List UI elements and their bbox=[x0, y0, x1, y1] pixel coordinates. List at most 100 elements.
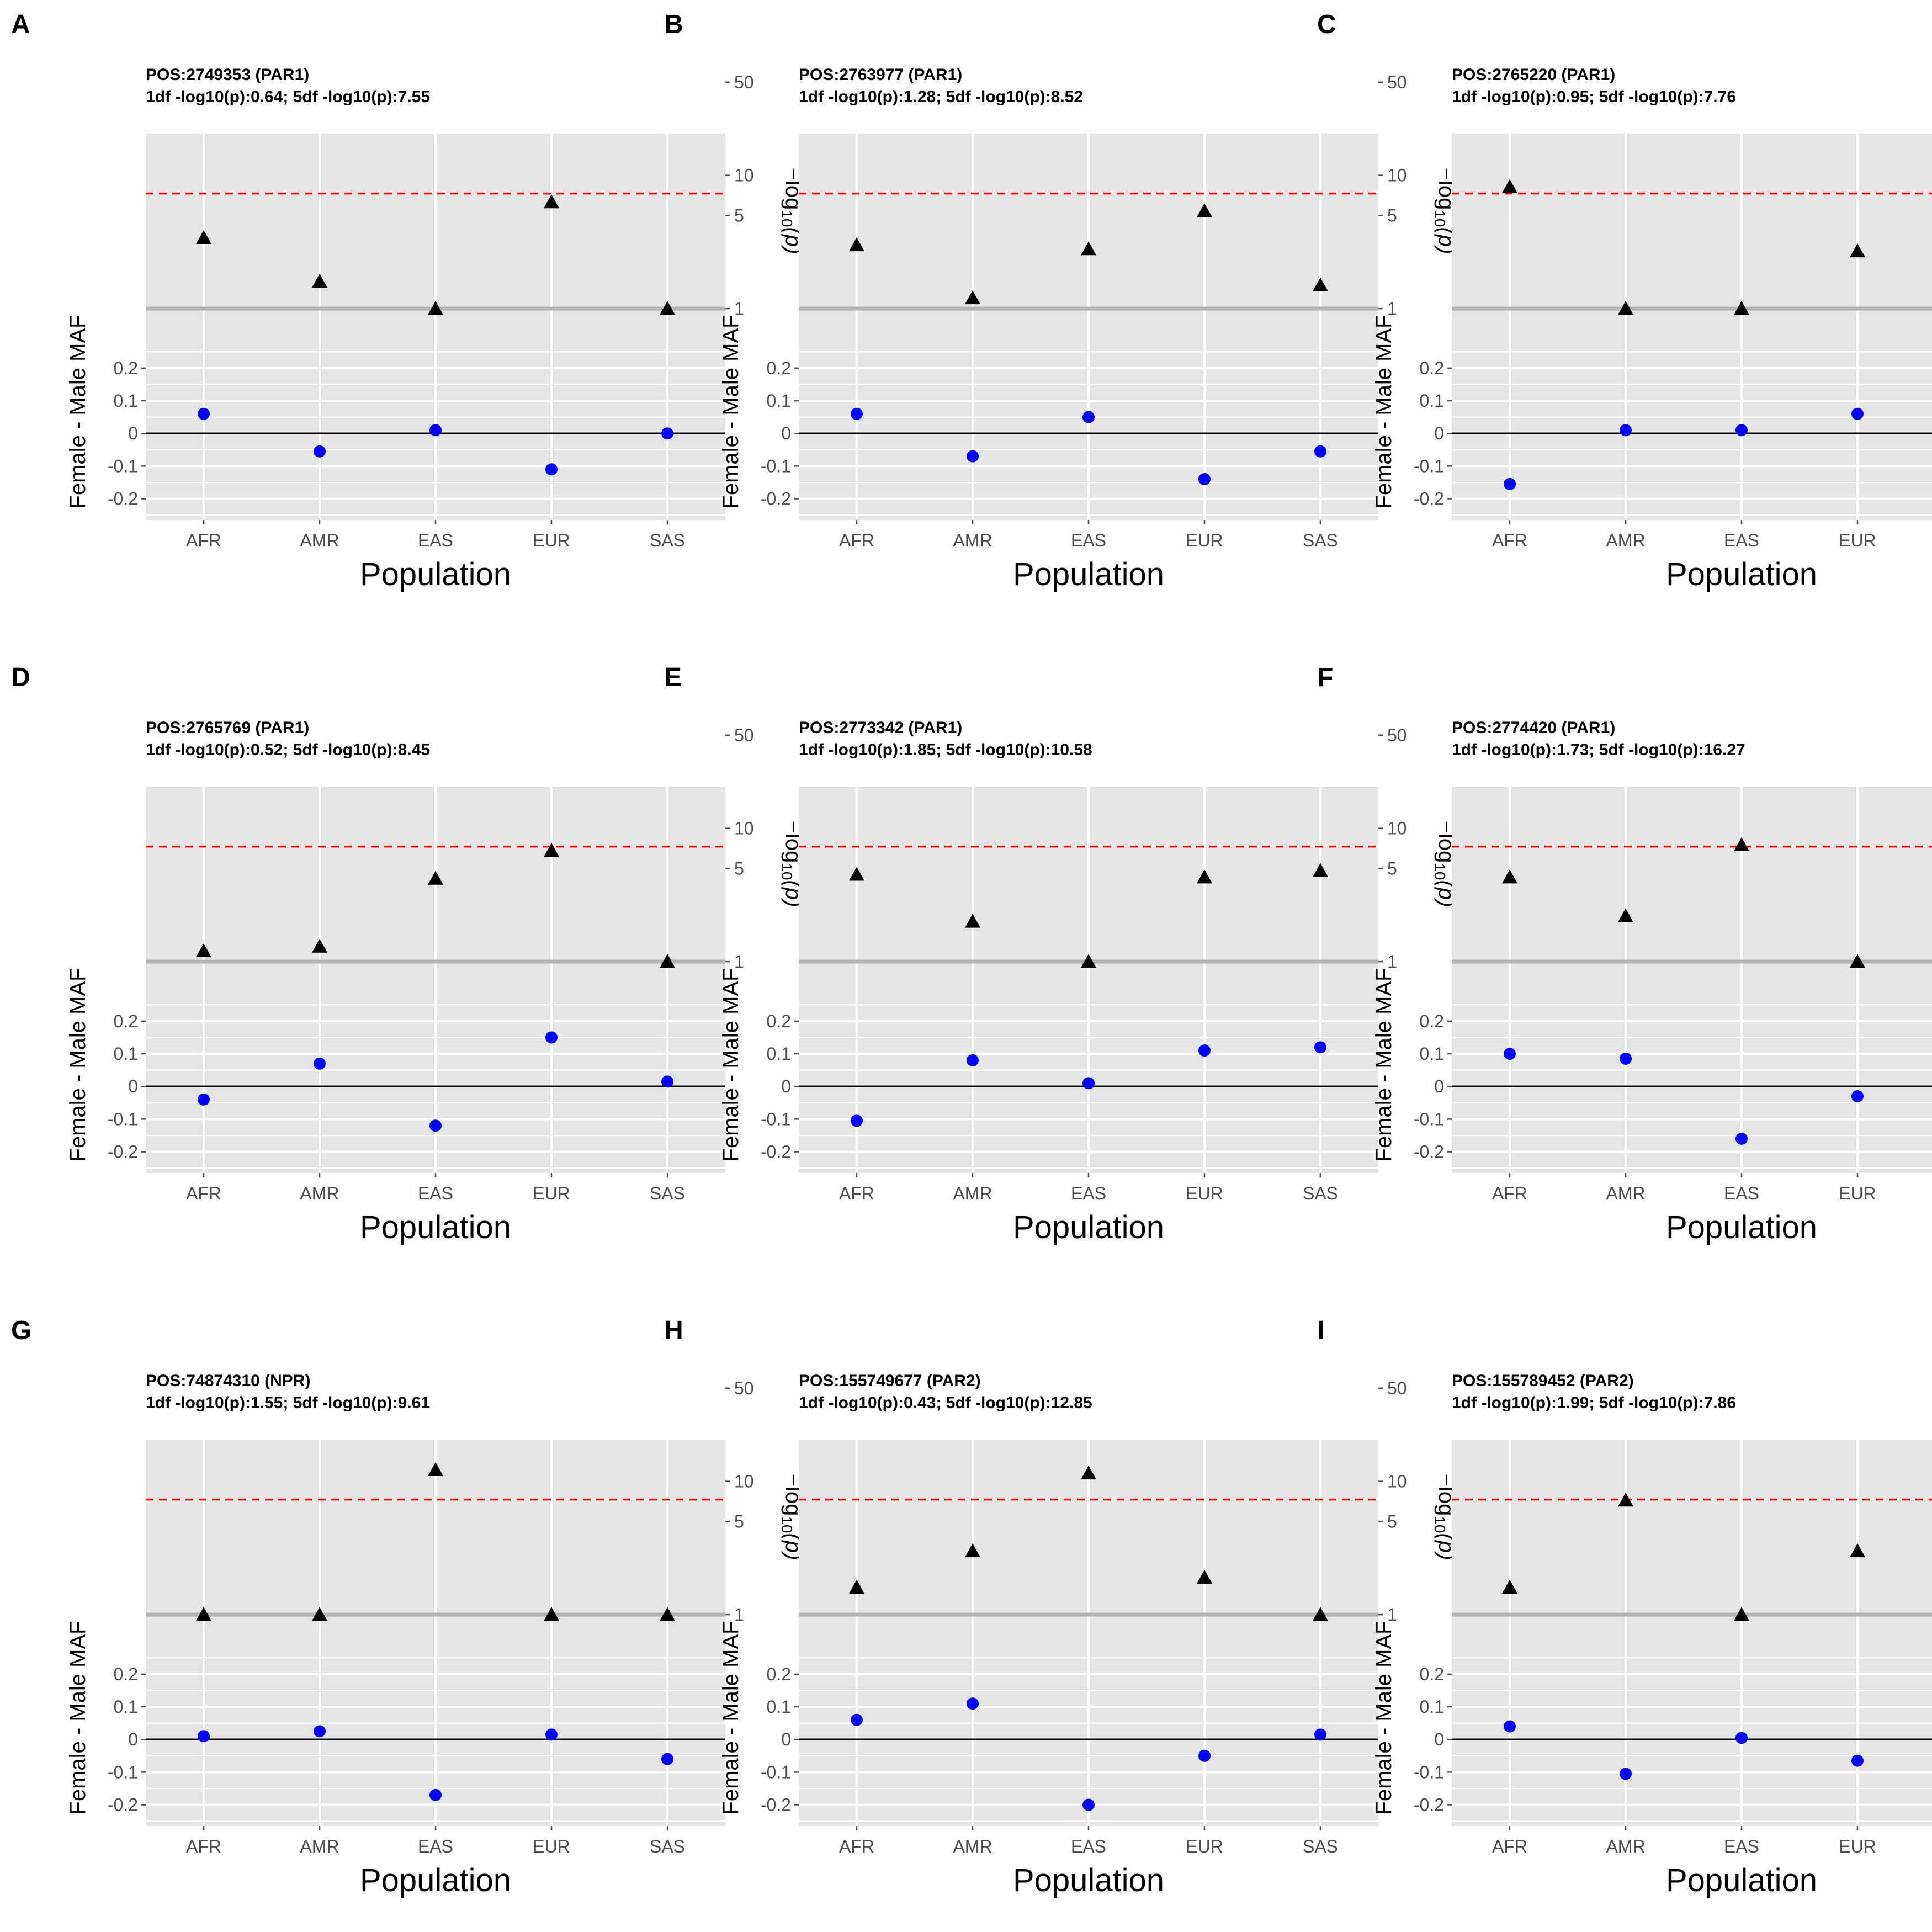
maf-point-EUR bbox=[1198, 473, 1211, 486]
maf-tick-label: -0.2 bbox=[1414, 1795, 1444, 1815]
logp-point-EAS bbox=[1081, 241, 1096, 256]
x-axis-title: Population bbox=[1666, 556, 1817, 592]
x-tick-label: EUR bbox=[1839, 1183, 1876, 1203]
logp-tick-label: 1 bbox=[734, 952, 744, 972]
maf-point-SAS bbox=[1314, 445, 1326, 458]
maf-tick-label: 0.2 bbox=[1420, 358, 1444, 378]
logp-point-EAS bbox=[1081, 1465, 1096, 1480]
logp-tick-label: 5 bbox=[1387, 858, 1397, 878]
x-tick-label: AFR bbox=[839, 1183, 874, 1203]
maf-tick-label: -0.1 bbox=[761, 1762, 791, 1782]
maf-tick-label: 0 bbox=[781, 1076, 791, 1096]
panel-B: B POS:2763977 (PAR1) 1df -log10(p):1.28; 5… bbox=[664, 10, 1458, 592]
maf-tick-label: -0.2 bbox=[1414, 1142, 1444, 1162]
maf-tick-label: -0.1 bbox=[761, 456, 791, 476]
maf-point-AMR bbox=[314, 445, 326, 458]
maf-point-SAS bbox=[661, 1075, 673, 1088]
logp-point-AMR bbox=[1618, 1493, 1633, 1507]
y-left-axis-title: Female - Male MAF bbox=[1372, 315, 1396, 508]
logp-tick-label: 5 bbox=[734, 205, 744, 225]
maf-point-SAS bbox=[661, 1753, 673, 1765]
y-left-axis-title: Female - Male MAF bbox=[719, 315, 743, 508]
x-axis-title: Population bbox=[1013, 1209, 1164, 1245]
maf-tick-label: 0 bbox=[128, 1729, 138, 1749]
panel-letter: G bbox=[11, 1316, 31, 1345]
logp-point-EUR bbox=[544, 1607, 559, 1621]
maf-tick-label: -0.1 bbox=[1414, 1762, 1444, 1782]
maf-point-AFR bbox=[851, 1114, 863, 1127]
plot-background bbox=[1452, 1440, 1932, 1826]
x-tick-label: EUR bbox=[1186, 530, 1223, 550]
y-right-title-subscript: 10 bbox=[1431, 863, 1448, 880]
y-right-title-subscript: 10 bbox=[778, 1516, 795, 1533]
maf-tick-label: 0 bbox=[1434, 423, 1444, 443]
panel-title-line1: POS:74874310 (NPR) bbox=[146, 1372, 310, 1390]
maf-point-AFR bbox=[198, 1093, 210, 1106]
x-tick-label: SAS bbox=[650, 1837, 685, 1856]
x-tick-label: EAS bbox=[1724, 1837, 1759, 1856]
logp-point-EAS bbox=[1734, 1607, 1749, 1621]
maf-tick-label: 0 bbox=[1434, 1729, 1444, 1749]
panel-title-line2: 1df -log10(p):0.43; 5df -log10(p):12.85 bbox=[799, 1394, 1092, 1412]
panel-I: I POS:155789452 (PAR2) 1df -log10(p):1.99;… bbox=[1317, 1316, 1932, 1898]
x-tick-label: EAS bbox=[1724, 530, 1759, 550]
maf-point-AMR bbox=[1620, 424, 1632, 437]
maf-point-EUR bbox=[1198, 1749, 1211, 1762]
panel-title-line1: POS:2765220 (PAR1) bbox=[1452, 66, 1615, 84]
x-axis-title: Population bbox=[1666, 1862, 1817, 1898]
maf-tick-label: 0.1 bbox=[767, 1697, 791, 1717]
maf-tick-label: 0.1 bbox=[114, 1697, 138, 1717]
maf-tick-label: -0.1 bbox=[108, 456, 138, 476]
x-tick-label: AMR bbox=[953, 530, 992, 550]
maf-tick-label: -0.1 bbox=[761, 1109, 791, 1129]
maf-tick-label: -0.2 bbox=[761, 489, 791, 509]
logp-point-EUR bbox=[544, 843, 559, 857]
x-tick-label: AFR bbox=[186, 1837, 221, 1856]
x-tick-label: AFR bbox=[1492, 1183, 1527, 1203]
maf-point-EAS bbox=[1735, 424, 1748, 437]
x-axis-title: Population bbox=[1013, 1862, 1164, 1898]
maf-tick-label: -0.2 bbox=[108, 1142, 138, 1162]
x-tick-label: EAS bbox=[1724, 1183, 1759, 1203]
maf-point-EUR bbox=[545, 463, 558, 476]
maf-point-AMR bbox=[967, 1054, 979, 1066]
maf-tick-label: -0.2 bbox=[108, 1795, 138, 1815]
panel-letter: H bbox=[664, 1316, 683, 1345]
maf-point-EAS bbox=[1735, 1732, 1748, 1744]
logp-tick-label: 50 bbox=[734, 725, 754, 745]
x-tick-label: SAS bbox=[1303, 530, 1338, 550]
logp-tick-label: 1 bbox=[1387, 299, 1397, 319]
maf-tick-label: 0.2 bbox=[114, 1011, 138, 1031]
maf-point-EAS bbox=[1082, 1077, 1095, 1090]
x-tick-label: EUR bbox=[533, 530, 570, 550]
y-right-title-subscript: 10 bbox=[1431, 210, 1448, 227]
y-left-axis-title: Female - Male MAF bbox=[66, 1621, 90, 1814]
panel-title-line2: 1df -log10(p):1.85; 5df -log10(p):10.58 bbox=[799, 741, 1092, 759]
logp-point-AMR bbox=[965, 914, 980, 928]
panel-title-line2: 1df -log10(p):0.52; 5df -log10(p):8.45 bbox=[146, 741, 430, 759]
maf-point-AMR bbox=[967, 450, 979, 463]
panel-title-line1: POS:2774420 (PAR1) bbox=[1452, 719, 1615, 737]
y-left-axis-title: Female - Male MAF bbox=[719, 1621, 743, 1814]
x-tick-label: EUR bbox=[1186, 1837, 1223, 1856]
x-tick-label: SAS bbox=[650, 1183, 685, 1203]
logp-point-EAS bbox=[428, 871, 443, 885]
y-left-axis-title: Female - Male MAF bbox=[719, 968, 743, 1161]
maf-point-AFR bbox=[198, 1730, 210, 1743]
panel-C: C POS:2765220 (PAR1) 1df -log10(p):0.95; 5… bbox=[1317, 10, 1932, 592]
logp-tick-label: 1 bbox=[1387, 1605, 1397, 1625]
x-tick-label: AMR bbox=[300, 1837, 339, 1856]
panel-title-line1: POS:2773342 (PAR1) bbox=[799, 719, 962, 737]
maf-tick-label: -0.1 bbox=[108, 1109, 138, 1129]
maf-tick-label: -0.1 bbox=[1414, 1109, 1444, 1129]
panel-title-line2: 1df -log10(p):1.99; 5df -log10(p):7.86 bbox=[1452, 1394, 1736, 1412]
x-tick-label: EUR bbox=[533, 1183, 570, 1203]
logp-point-SAS bbox=[1313, 277, 1328, 291]
panel-H: H POS:155749677 (PAR2) 1df -log10(p):0.43;… bbox=[664, 1316, 1458, 1898]
maf-tick-label: 0 bbox=[781, 1729, 791, 1749]
maf-tick-label: 0.1 bbox=[114, 391, 138, 411]
maf-tick-label: 0 bbox=[128, 423, 138, 443]
maf-point-EAS bbox=[1735, 1132, 1748, 1145]
x-tick-label: EAS bbox=[1071, 530, 1106, 550]
x-tick-label: AMR bbox=[300, 530, 339, 550]
